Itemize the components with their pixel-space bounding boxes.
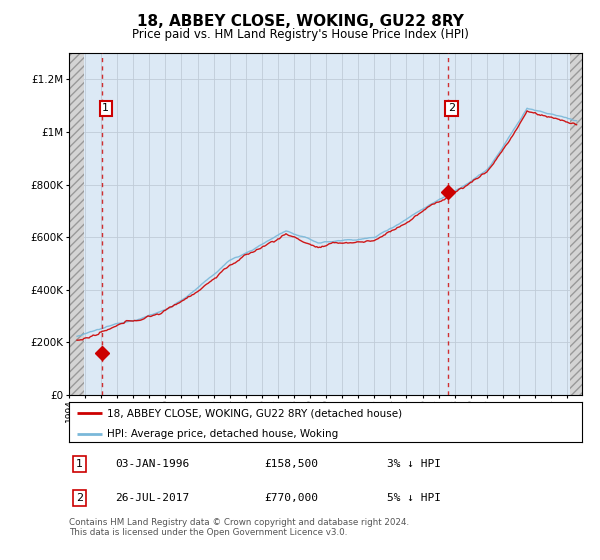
Text: 2: 2 xyxy=(448,104,455,113)
Text: Contains HM Land Registry data © Crown copyright and database right 2024.
This d: Contains HM Land Registry data © Crown c… xyxy=(69,518,409,538)
Text: 2: 2 xyxy=(76,493,83,503)
Text: 03-JAN-1996: 03-JAN-1996 xyxy=(115,459,190,469)
Text: HPI: Average price, detached house, Woking: HPI: Average price, detached house, Woki… xyxy=(107,428,339,438)
Text: 3% ↓ HPI: 3% ↓ HPI xyxy=(387,459,441,469)
Text: 1: 1 xyxy=(76,459,83,469)
Text: 1: 1 xyxy=(103,104,109,113)
Text: £158,500: £158,500 xyxy=(264,459,318,469)
Text: 26-JUL-2017: 26-JUL-2017 xyxy=(115,493,190,503)
Text: £770,000: £770,000 xyxy=(264,493,318,503)
Bar xyxy=(69,53,84,395)
Text: 5% ↓ HPI: 5% ↓ HPI xyxy=(387,493,441,503)
Text: 18, ABBEY CLOSE, WOKING, GU22 8RY (detached house): 18, ABBEY CLOSE, WOKING, GU22 8RY (detac… xyxy=(107,408,403,418)
Bar xyxy=(570,53,582,395)
Text: Price paid vs. HM Land Registry's House Price Index (HPI): Price paid vs. HM Land Registry's House … xyxy=(131,28,469,41)
Text: 18, ABBEY CLOSE, WOKING, GU22 8RY: 18, ABBEY CLOSE, WOKING, GU22 8RY xyxy=(137,14,463,29)
